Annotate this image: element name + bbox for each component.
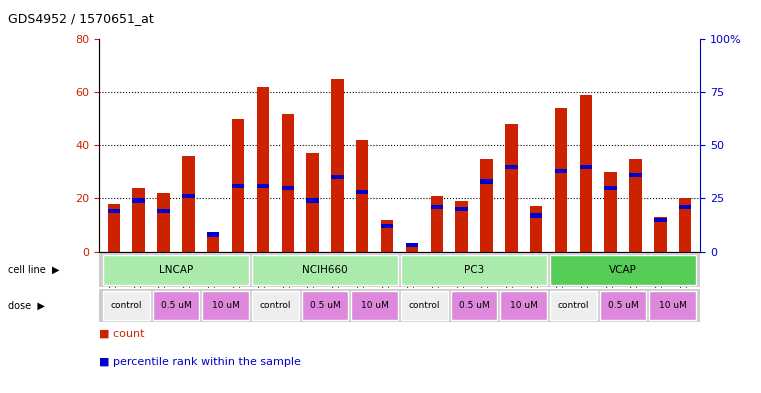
- Bar: [580, 95, 592, 252]
- Text: 10 uM: 10 uM: [510, 301, 538, 310]
- Bar: [282, 114, 294, 252]
- Bar: [158, 209, 170, 213]
- Bar: [431, 205, 443, 209]
- Bar: [207, 232, 219, 237]
- Bar: [207, 233, 219, 252]
- Text: 10 uM: 10 uM: [212, 301, 240, 310]
- Bar: [455, 201, 468, 252]
- Text: control: control: [409, 301, 440, 310]
- Bar: [431, 196, 443, 252]
- Bar: [132, 188, 145, 252]
- Text: 0.5 uM: 0.5 uM: [310, 301, 340, 310]
- Text: ■ count: ■ count: [99, 329, 145, 339]
- Bar: [182, 194, 195, 198]
- Text: GDS4952 / 1570651_at: GDS4952 / 1570651_at: [8, 12, 154, 25]
- Bar: [629, 173, 642, 177]
- Bar: [158, 193, 170, 252]
- Text: 0.5 uM: 0.5 uM: [459, 301, 489, 310]
- Bar: [555, 108, 567, 252]
- Text: control: control: [558, 301, 589, 310]
- Text: NCIH660: NCIH660: [302, 265, 348, 275]
- Bar: [282, 186, 294, 190]
- Text: control: control: [260, 301, 291, 310]
- Text: dose  ▶: dose ▶: [8, 301, 44, 310]
- Bar: [381, 220, 393, 252]
- Bar: [530, 213, 543, 218]
- Bar: [455, 207, 468, 211]
- Bar: [307, 198, 319, 203]
- Bar: [182, 156, 195, 252]
- Bar: [480, 159, 492, 252]
- Bar: [307, 153, 319, 252]
- Bar: [505, 124, 517, 252]
- Bar: [331, 79, 344, 252]
- Bar: [604, 186, 617, 190]
- Bar: [256, 87, 269, 252]
- Text: control: control: [110, 301, 142, 310]
- Text: PC3: PC3: [464, 265, 484, 275]
- Text: VCAP: VCAP: [609, 265, 637, 275]
- Bar: [356, 190, 368, 194]
- Bar: [654, 218, 667, 222]
- Bar: [331, 175, 344, 179]
- Bar: [107, 209, 120, 213]
- Bar: [480, 179, 492, 184]
- Bar: [505, 165, 517, 169]
- Bar: [356, 140, 368, 252]
- Text: cell line  ▶: cell line ▶: [8, 265, 59, 275]
- Bar: [580, 165, 592, 169]
- Bar: [555, 169, 567, 173]
- Bar: [406, 244, 418, 252]
- Bar: [654, 217, 667, 252]
- Bar: [381, 224, 393, 228]
- Text: 0.5 uM: 0.5 uM: [161, 301, 191, 310]
- Bar: [406, 243, 418, 247]
- Text: 0.5 uM: 0.5 uM: [608, 301, 638, 310]
- Text: LNCAP: LNCAP: [159, 265, 193, 275]
- Bar: [107, 204, 120, 252]
- Text: 10 uM: 10 uM: [361, 301, 389, 310]
- Bar: [679, 198, 692, 252]
- Text: 10 uM: 10 uM: [659, 301, 686, 310]
- Bar: [256, 184, 269, 188]
- Bar: [629, 159, 642, 252]
- Bar: [232, 119, 244, 252]
- Bar: [232, 184, 244, 188]
- Bar: [530, 206, 543, 252]
- Bar: [604, 172, 617, 252]
- Bar: [679, 205, 692, 209]
- Text: ■ percentile rank within the sample: ■ percentile rank within the sample: [99, 356, 301, 367]
- Bar: [132, 198, 145, 203]
